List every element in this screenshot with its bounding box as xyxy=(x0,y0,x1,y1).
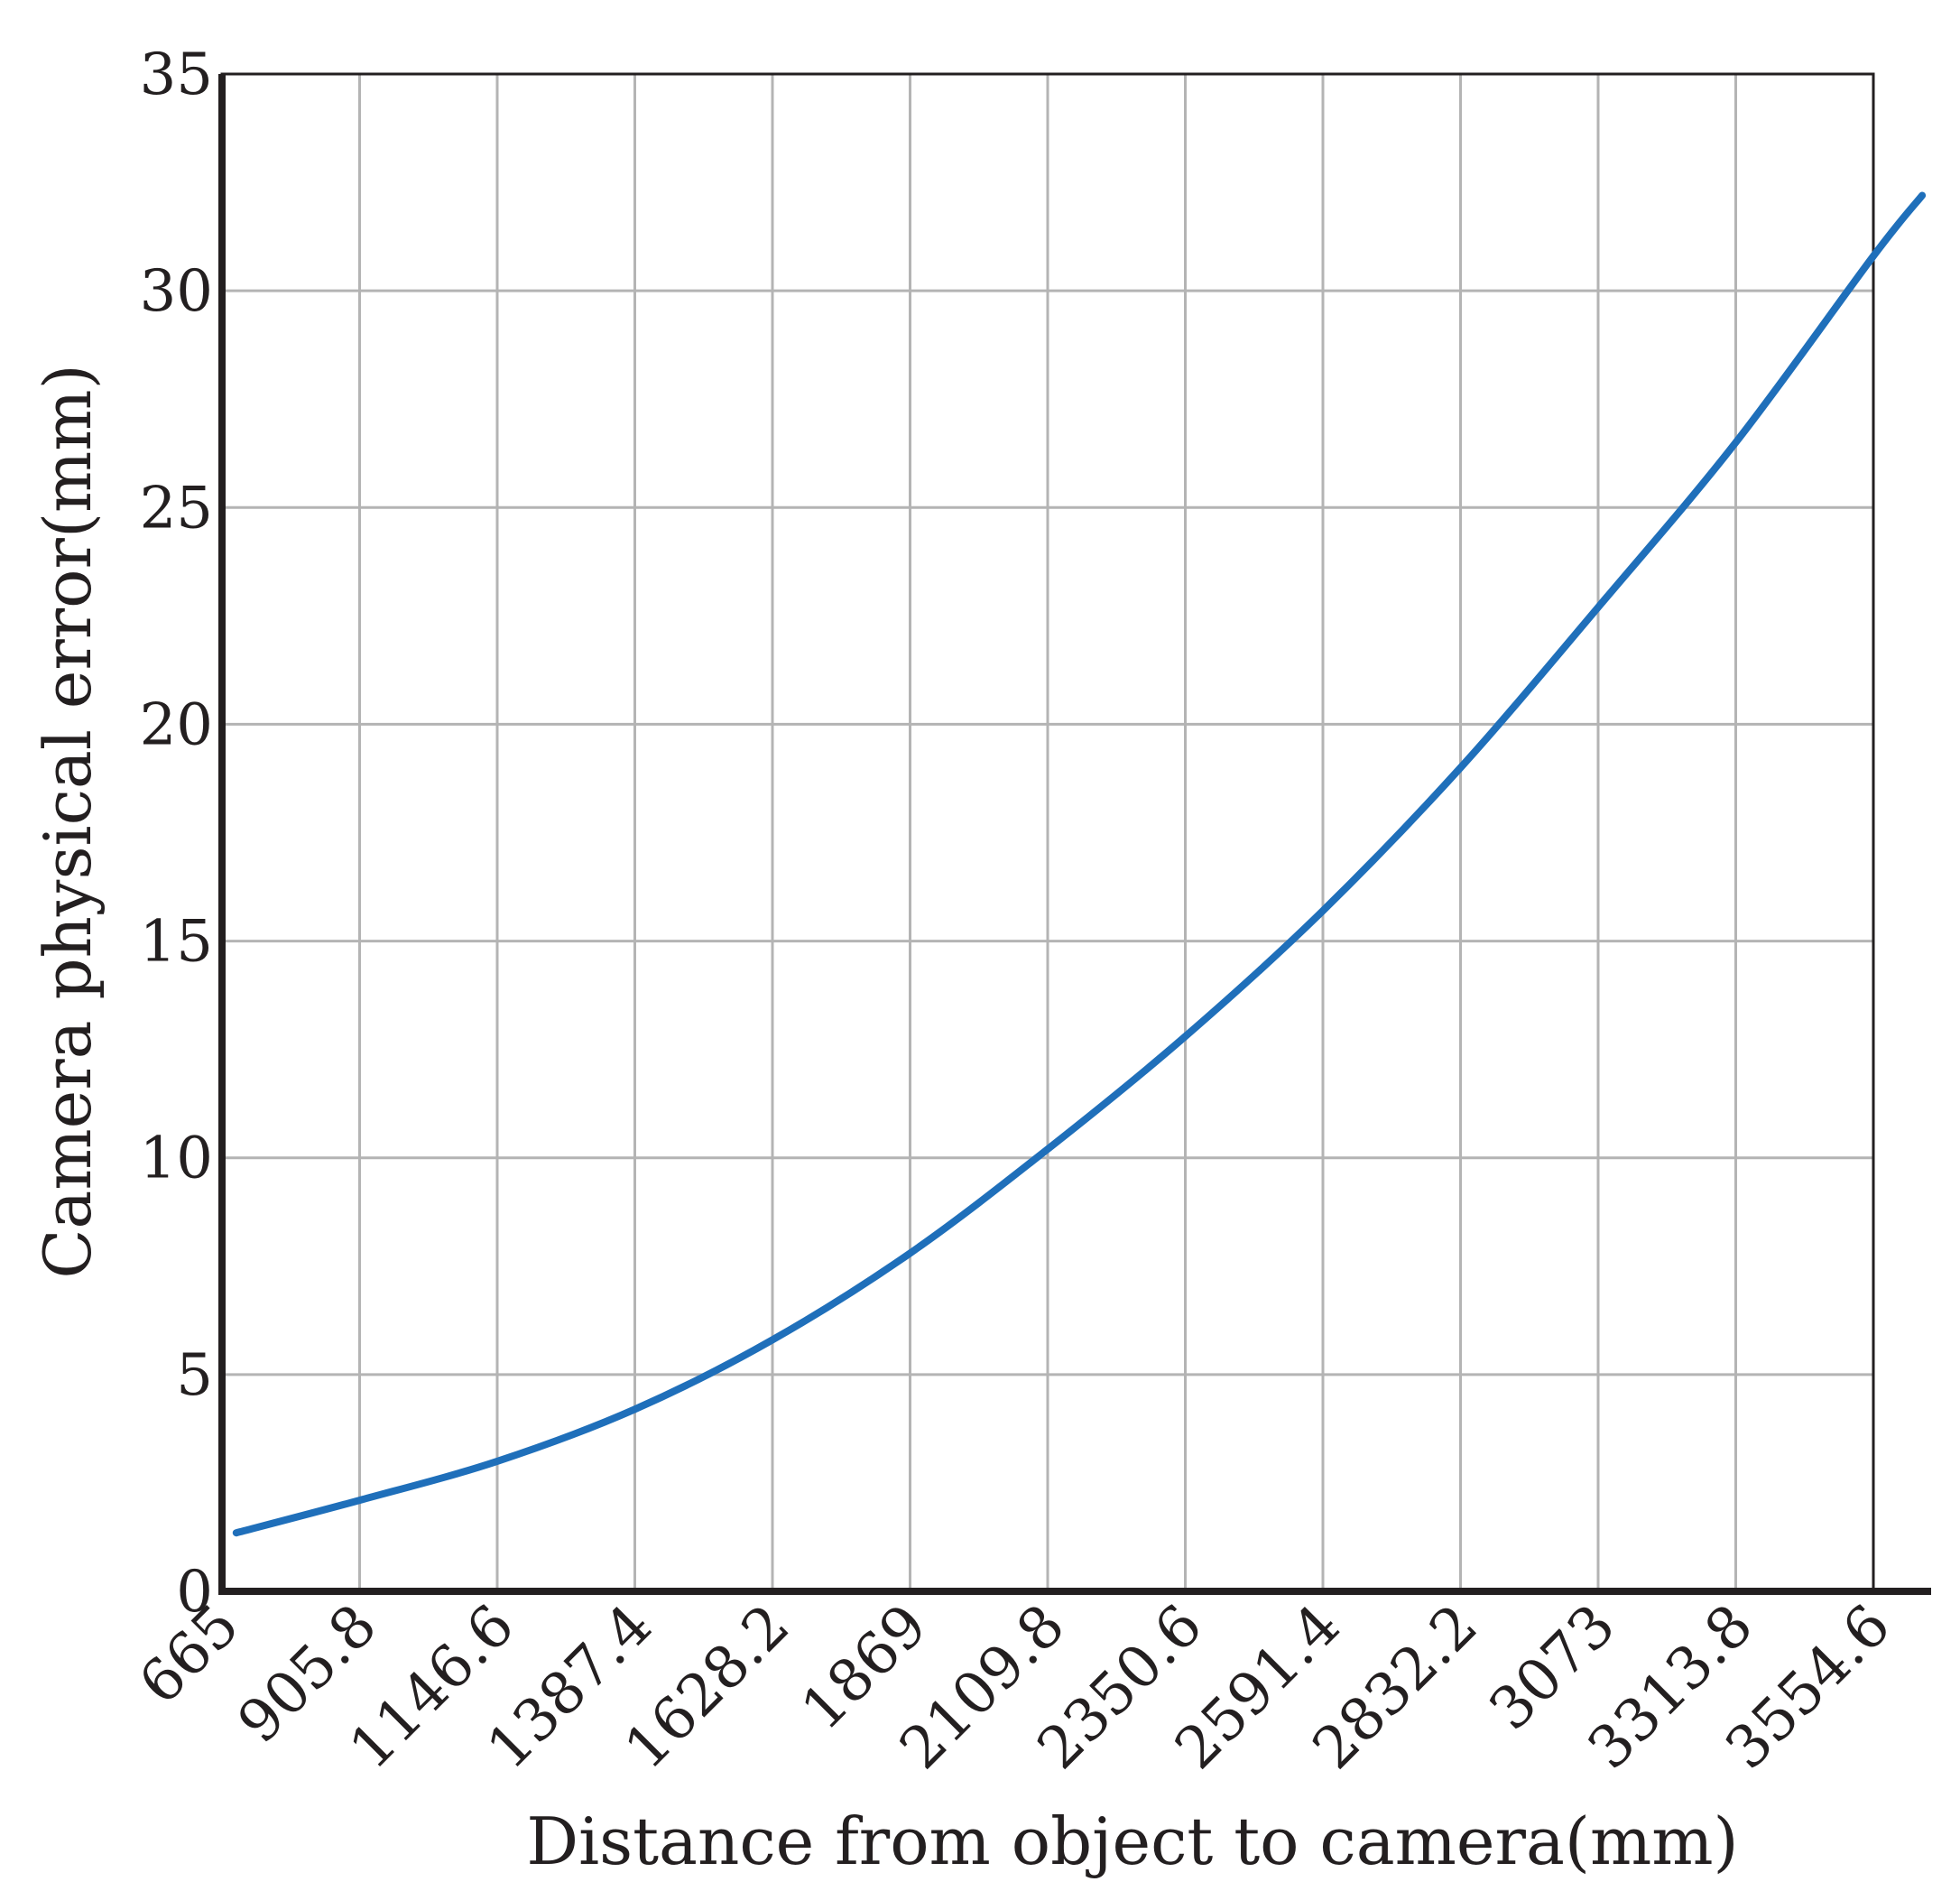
x-axis-title: Distance from object to camera(mm) xyxy=(526,1803,1738,1879)
y-tick-labels: 0 5 10 15 20 25 30 35 xyxy=(140,42,213,1626)
y-tick-label: 20 xyxy=(140,691,213,758)
series-line-0 xyxy=(232,191,1927,1537)
y-axis-title: Camera physical error(mm) xyxy=(30,364,106,1278)
x-tick-labels: 665905.81146.61387.41628.218692109.82350… xyxy=(127,1592,1904,1783)
y-tick-label: 30 xyxy=(140,258,213,325)
y-tick-label: 0 xyxy=(176,1559,213,1626)
y-tick-label: 15 xyxy=(140,909,213,976)
y-tick-label: 35 xyxy=(140,42,213,108)
grid-lines xyxy=(222,72,1875,1591)
y-tick-label: 5 xyxy=(176,1342,213,1409)
series-layer xyxy=(232,191,1927,1537)
y-tick-label: 25 xyxy=(140,475,213,542)
y-tick-label: 10 xyxy=(140,1126,213,1192)
